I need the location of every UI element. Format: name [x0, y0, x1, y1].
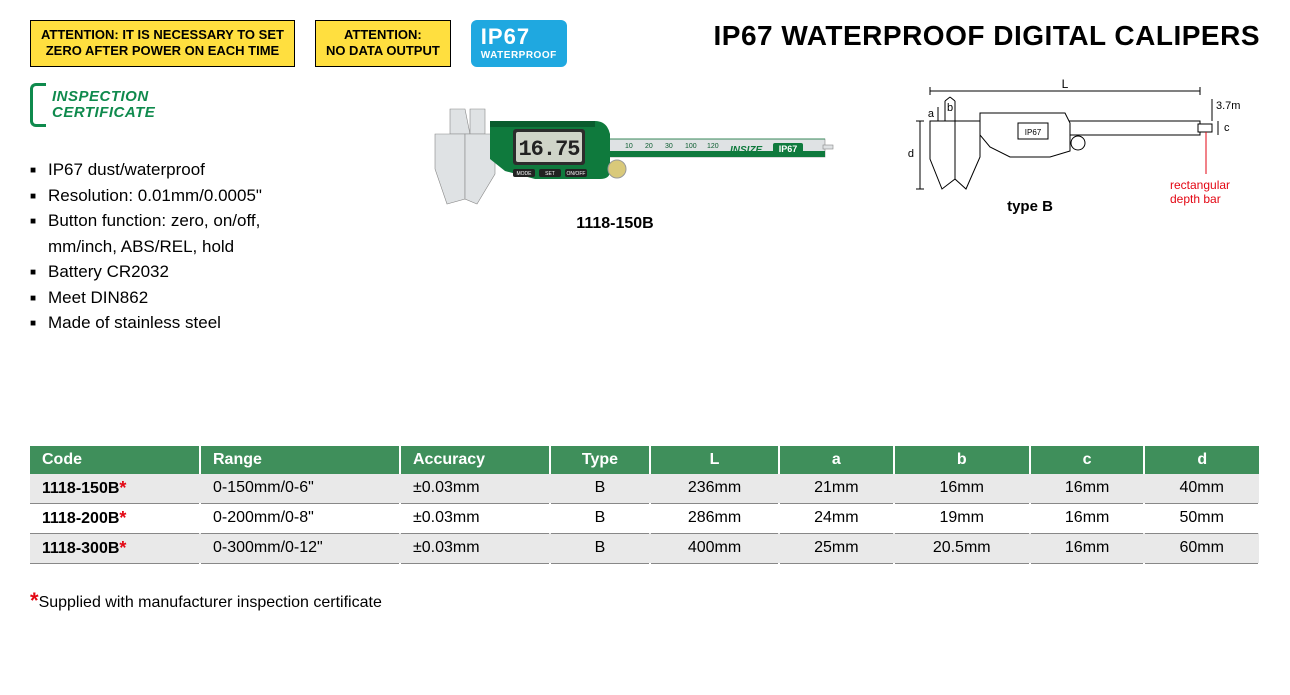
footnote-text: Supplied with manufacturer inspection ce… — [39, 594, 382, 611]
svg-text:IP67: IP67 — [1025, 128, 1042, 137]
svg-text:ON/OFF: ON/OFF — [567, 171, 586, 177]
feature-item: Resolution: 0.01mm/0.0005" — [30, 183, 330, 209]
svg-text:d: d — [908, 148, 914, 160]
svg-text:b: b — [947, 102, 953, 114]
feature-item: Button function: zero, on/off, mm/inch, … — [30, 208, 330, 259]
lcd-value: 16.75 — [518, 137, 580, 162]
svg-text:20: 20 — [645, 143, 653, 150]
col-type: Type — [550, 446, 650, 474]
cert-bracket-icon — [30, 83, 46, 127]
cell-b: 19mm — [894, 503, 1030, 533]
feature-item: Made of stainless steel — [30, 310, 330, 336]
col-b: b — [894, 446, 1030, 474]
top-badge-row: ATTENTION: IT IS NECESSARY TO SET ZERO A… — [30, 20, 1260, 67]
ip67-badge-big: IP67 — [481, 24, 557, 50]
ip67-badge: IP67 WATERPROOF — [471, 20, 567, 67]
attention-nodata-badge: ATTENTION: NO DATA OUTPUT — [315, 20, 451, 67]
left-column: INSPECTION CERTIFICATE IP67 dust/waterpr… — [30, 79, 330, 336]
cert-text: INSPECTION CERTIFICATE — [52, 89, 155, 122]
svg-text:30: 30 — [665, 143, 673, 150]
table-row: 1118-300B*0-300mm/0-12"±0.03mmB400mm25mm… — [30, 533, 1259, 563]
diagram-type-label: type B — [1007, 198, 1053, 215]
svg-text:IP67: IP67 — [779, 144, 798, 154]
attention-zero-badge: ATTENTION: IT IS NECESSARY TO SET ZERO A… — [30, 20, 295, 67]
cell-b: 20.5mm — [894, 533, 1030, 563]
cert-line2: CERTIFICATE — [52, 105, 155, 122]
cell-d: 60mm — [1144, 533, 1259, 563]
svg-text:a: a — [928, 108, 935, 120]
cell-b: 16mm — [894, 474, 1030, 504]
cell-c: 16mm — [1030, 474, 1145, 504]
table-row: 1118-150B*0-150mm/0-6"±0.03mmB236mm21mm1… — [30, 474, 1259, 504]
dimension-diagram: L IP67 b — [900, 79, 1240, 229]
cell-accuracy: ±0.03mm — [400, 533, 550, 563]
svg-text:100: 100 — [685, 143, 697, 150]
depth-bar-note: rectangulardepth bar — [1170, 178, 1230, 206]
svg-text:c: c — [1224, 122, 1230, 134]
svg-text:INSIZE: INSIZE — [730, 145, 763, 156]
cell-range: 0-150mm/0-6" — [200, 474, 400, 504]
cell-accuracy: ±0.03mm — [400, 474, 550, 504]
spec-table-header: Code Range Accuracy Type L a b c d — [30, 446, 1259, 474]
cell-range: 0-300mm/0-12" — [200, 533, 400, 563]
feature-item: Battery CR2032 — [30, 259, 330, 285]
cell-code: 1118-200B* — [30, 503, 200, 533]
svg-text:3.7mm: 3.7mm — [1216, 100, 1240, 112]
cell-L: 286mm — [650, 503, 779, 533]
cell-range: 0-200mm/0-8" — [200, 503, 400, 533]
cell-type: B — [550, 474, 650, 504]
cell-d: 40mm — [1144, 474, 1259, 504]
svg-text:L: L — [1062, 79, 1069, 91]
svg-text:SET: SET — [545, 171, 555, 177]
ip67-badge-small: WATERPROOF — [481, 50, 557, 61]
diagram-column: L IP67 b — [900, 79, 1260, 234]
col-accuracy: Accuracy — [400, 446, 550, 474]
svg-text:120: 120 — [707, 143, 719, 150]
cell-type: B — [550, 503, 650, 533]
footnote-star: * — [30, 588, 39, 613]
cell-c: 16mm — [1030, 503, 1145, 533]
cell-c: 16mm — [1030, 533, 1145, 563]
caliper-illustration: 16.75 MODE SET ON/OFF INSIZE IP67 10 20 30… — [395, 79, 835, 209]
col-range: Range — [200, 446, 400, 474]
cell-L: 400mm — [650, 533, 779, 563]
footnote: *Supplied with manufacturer inspection c… — [30, 588, 1260, 614]
cell-code: 1118-150B* — [30, 474, 200, 504]
cell-L: 236mm — [650, 474, 779, 504]
col-code: Code — [30, 446, 200, 474]
spec-table-body: 1118-150B*0-150mm/0-6"±0.03mmB236mm21mm1… — [30, 474, 1259, 564]
col-c: c — [1030, 446, 1145, 474]
inspection-certificate-badge: INSPECTION CERTIFICATE — [30, 83, 330, 127]
page-title: IP67 WATERPROOF DIGITAL CALIPERS — [714, 20, 1261, 52]
cell-a: 25mm — [779, 533, 894, 563]
col-a: a — [779, 446, 894, 474]
svg-text:MODE: MODE — [517, 171, 533, 177]
cell-type: B — [550, 533, 650, 563]
feature-list: IP67 dust/waterproof Resolution: 0.01mm/… — [30, 157, 330, 336]
cell-a: 24mm — [779, 503, 894, 533]
cell-code: 1118-300B* — [30, 533, 200, 563]
svg-text:10: 10 — [625, 143, 633, 150]
cert-line1: INSPECTION — [52, 89, 155, 106]
mid-row: INSPECTION CERTIFICATE IP67 dust/waterpr… — [30, 79, 1260, 336]
cell-accuracy: ±0.03mm — [400, 503, 550, 533]
spec-table: Code Range Accuracy Type L a b c d 1118-… — [30, 446, 1260, 564]
cell-d: 50mm — [1144, 503, 1259, 533]
feature-item: Meet DIN862 — [30, 285, 330, 311]
table-row: 1118-200B*0-200mm/0-8"±0.03mmB286mm24mm1… — [30, 503, 1259, 533]
col-d: d — [1144, 446, 1259, 474]
product-image-column: 16.75 MODE SET ON/OFF INSIZE IP67 10 20 30… — [360, 79, 870, 233]
feature-item: IP67 dust/waterproof — [30, 157, 330, 183]
product-model-label: 1118-150B — [576, 215, 653, 233]
cell-a: 21mm — [779, 474, 894, 504]
col-L: L — [650, 446, 779, 474]
